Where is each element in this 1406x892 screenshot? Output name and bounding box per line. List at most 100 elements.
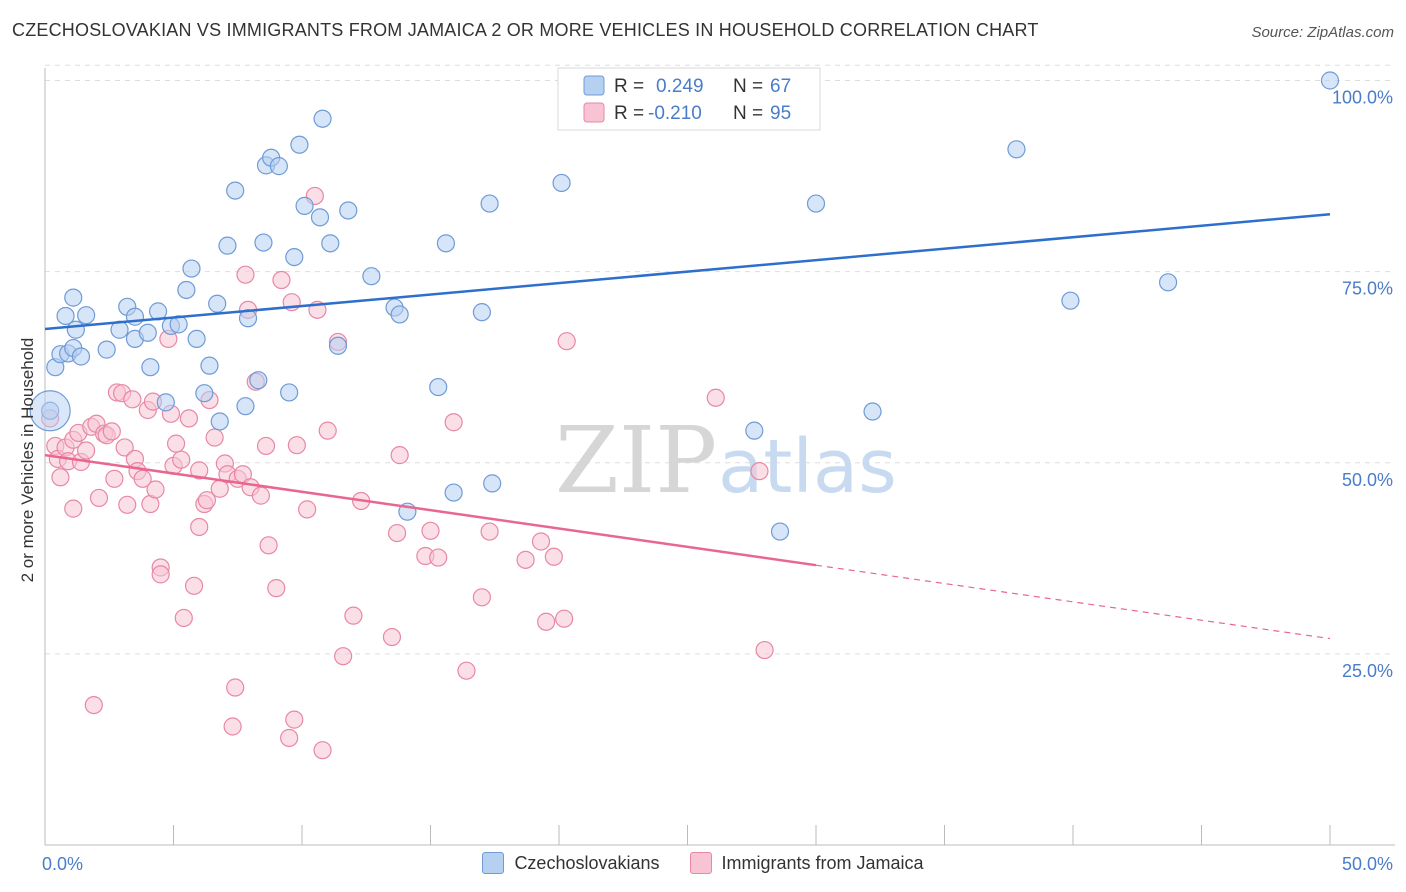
data-point [200,356,219,375]
data-point [295,196,314,215]
y-tick-label: 75.0% [1342,279,1393,299]
data-point [102,422,121,441]
data-point [190,517,209,537]
data-point [436,234,456,253]
data-point [290,135,309,154]
data-point [205,428,224,447]
data-point [706,388,725,407]
data-point [280,728,299,748]
trend-lines [44,213,1331,640]
legend-item-jamaica: Immigrants from Jamaica [689,852,924,874]
data-point [863,402,882,421]
legend-r-label: R = [614,103,644,124]
data-point [226,678,245,697]
data-point [29,390,71,432]
data-point [755,640,774,660]
data-point [177,280,196,300]
data-point [105,469,124,488]
data-point [555,609,574,628]
data-point [339,201,358,220]
data-point [344,606,363,625]
data-point [806,194,826,213]
data-point [1007,140,1026,159]
data-point [256,436,276,456]
legend-swatch-pink [689,852,712,874]
data-point [56,306,75,326]
data-point [249,371,268,390]
data-point [174,608,193,628]
data-point [179,409,199,428]
data-point [223,717,242,736]
data-point [77,306,96,325]
data-point [285,247,304,267]
data-point [287,436,306,455]
data-point [382,627,402,647]
data-point [123,390,142,409]
data-point [254,233,273,252]
data-point [537,612,556,631]
data-point [557,332,576,351]
data-point [259,536,278,555]
data-point [429,377,448,397]
data-point [321,234,340,253]
data-point [146,480,165,499]
data-point [71,347,91,366]
data-point [184,576,204,595]
data-point [328,336,348,355]
data-point [166,434,186,453]
data-point [472,303,491,322]
legend-n-label: N = [733,76,763,97]
data-point [197,491,217,510]
legend-label: Czechoslovakians [514,852,660,873]
data-point [429,548,448,567]
data-point [483,474,502,493]
data-point [138,323,157,342]
data-point [51,468,70,487]
data-point [280,383,299,402]
data-point [390,446,409,465]
legend-n-value: 95 [770,103,791,124]
source-label: Source: ZipAtlas.com [1251,24,1394,41]
data-point [313,109,332,128]
data-point [552,173,571,193]
data-point [472,588,491,607]
legend-item-czechoslovakians: Czechoslovakians [482,852,660,874]
watermark: ZIP atlas [555,407,897,514]
data-point [89,488,109,508]
data-point [64,288,83,307]
chart-title: CZECHOSLOVAKIAN VS IMMIGRANTS FROM JAMAI… [12,20,1039,40]
data-point [272,270,291,290]
data-point [190,461,209,480]
data-point [480,194,499,213]
legend-swatch-pink [583,102,605,123]
data-point [226,181,245,200]
data-point [251,486,270,505]
trend-line-czechoslovakians [44,213,1331,331]
data-point [318,421,337,440]
data-point [298,500,317,519]
data-point [362,267,381,286]
data-point [310,208,330,227]
data-point [236,265,255,284]
axes: 25.0% 50.0% 75.0% 100.0% 0.0% 50.0% [42,68,1395,874]
data-point [84,695,103,715]
data-points [29,71,1340,760]
legend-swatch-blue [583,75,605,96]
data-point [421,521,440,540]
data-point [236,397,255,416]
data-point [172,450,191,469]
y-tick-label: 50.0% [1342,470,1393,490]
data-point [285,710,304,729]
data-point [531,532,551,551]
trend-line-jamaica [44,453,817,567]
correlation-legend: R = 0.249 N = 67 R = -0.210 N = 95 [557,67,821,131]
data-point [1061,291,1080,310]
data-point [118,495,137,514]
data-point [267,579,286,598]
watermark-atlas: atlas [718,424,897,510]
data-point [77,441,96,460]
data-point [457,661,476,680]
data-point [745,421,764,440]
grid-lines [45,64,1395,655]
